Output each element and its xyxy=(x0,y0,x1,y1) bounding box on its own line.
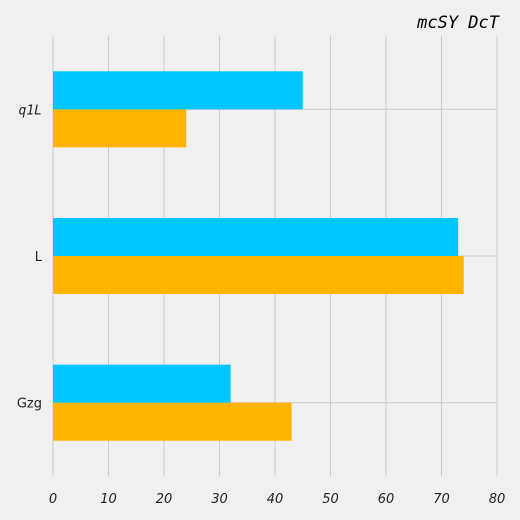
chart-title: mcSY DcT xyxy=(416,13,501,33)
bar-series-1 xyxy=(53,256,464,294)
x-tick-label: 80 xyxy=(489,492,506,507)
bars xyxy=(53,71,464,441)
y-tick-label: q1L xyxy=(19,103,42,118)
x-tick-label: 20 xyxy=(156,492,173,507)
y-tick-label: L xyxy=(35,250,43,265)
bar-series-2 xyxy=(53,71,303,110)
x-tick-label: 60 xyxy=(378,492,395,507)
x-tick-label: 70 xyxy=(433,492,450,507)
x-tick-label: 10 xyxy=(100,492,117,507)
x-axis-ticks: 0 10 20 30 40 50 60 70 80 xyxy=(49,492,505,507)
x-tick-label: 40 xyxy=(267,492,284,507)
x-tick-label: 30 xyxy=(211,492,228,507)
bar-series-2 xyxy=(53,364,231,403)
y-tick-label: Gzg xyxy=(17,397,42,412)
x-tick-label: 0 xyxy=(49,492,57,507)
x-tick-label: 50 xyxy=(322,492,339,507)
bar-series-2 xyxy=(53,218,459,256)
bar-series-1 xyxy=(53,402,292,441)
bar-series-1 xyxy=(53,109,187,148)
